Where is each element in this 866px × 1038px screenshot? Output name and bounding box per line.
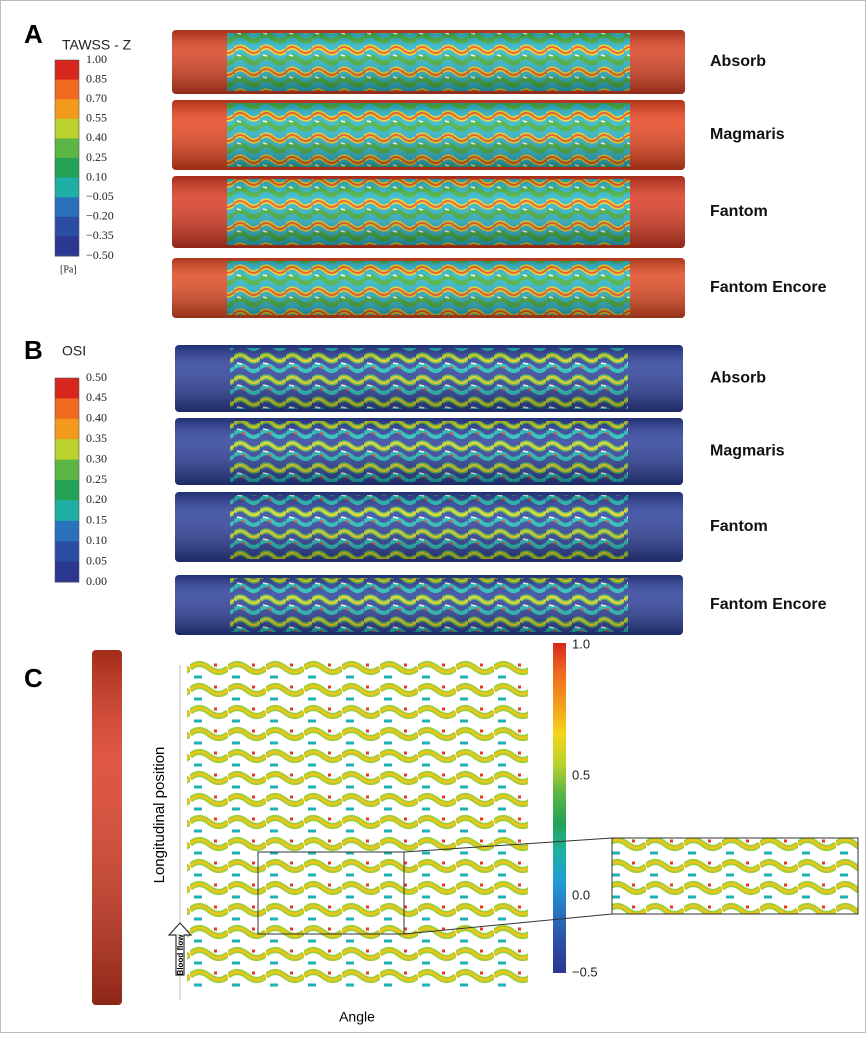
colorbar-tick-label: 0.25 [86, 150, 107, 164]
colorbar-tick-label: 0.70 [86, 91, 107, 105]
colorbar-tick-label: 0.10 [86, 533, 107, 547]
colorbar-tick-label: 0.25 [86, 472, 107, 486]
colorbar-band [55, 217, 79, 237]
colorbar-band [55, 378, 79, 399]
colorbar-tick-label: 0.15 [86, 513, 107, 527]
colorbar-band [55, 562, 79, 583]
stent-shade [92, 650, 122, 1005]
colorbar-title: TAWSS - Z [62, 37, 132, 53]
colorbar [553, 643, 566, 973]
stent-name: Fantom Encore [710, 279, 827, 296]
x-axis-label: Angle [339, 1009, 375, 1025]
colorbar-band [55, 236, 79, 256]
colorbar-tick-label: 0.05 [86, 553, 107, 567]
stent-shade [172, 258, 685, 318]
colorbar-tick-label: −0.5 [572, 964, 598, 979]
colorbar-tick-label: 0.20 [86, 492, 107, 506]
arrow-label: Blood flow [176, 934, 185, 976]
zoom-inset [612, 838, 858, 914]
colorbar-tick-label: 0.40 [86, 130, 107, 144]
panel-label: A [24, 19, 43, 49]
stent-name: Fantom [710, 203, 768, 220]
stent-shade [172, 100, 685, 170]
stent-name: Fantom [710, 518, 768, 535]
colorbar-band [55, 500, 79, 521]
colorbar-band [55, 60, 79, 80]
colorbar-unit: [Pa] [60, 264, 77, 275]
colorbar-tick-label: −0.20 [86, 209, 114, 223]
colorbar-tick-label: 0.10 [86, 169, 107, 183]
colorbar-tick-label: 0.0 [572, 887, 590, 902]
stent-shade [175, 492, 683, 562]
heatmap [187, 660, 528, 990]
colorbar-band [55, 419, 79, 440]
colorbar-tick-label: 1.00 [86, 52, 107, 66]
panel-label: B [24, 335, 43, 365]
colorbar-band [55, 541, 79, 562]
colorbar-tick-label: 0.5 [572, 767, 590, 782]
stent-name: Fantom Encore [710, 596, 827, 613]
colorbar-tick-label: −0.35 [86, 228, 114, 242]
colorbar-band [55, 178, 79, 198]
figure: A TAWSS - Z1.00 0.85 0.70 0.55 0.40 0.25 0.10 −0… [0, 0, 866, 1033]
stent-shade [172, 30, 685, 94]
stent-name: Absorb [710, 53, 766, 70]
colorbar-tick-label: 1.0 [572, 636, 590, 651]
colorbar-band [55, 521, 79, 542]
colorbar-band [55, 398, 79, 419]
stent-shade [175, 418, 683, 485]
stent-shade [175, 345, 683, 412]
colorbar-band [55, 119, 79, 139]
colorbar-tick-label: 0.85 [86, 71, 107, 85]
panel-label: C [24, 663, 43, 693]
colorbar-band [55, 439, 79, 460]
colorbar-tick-label: 0.50 [86, 370, 107, 384]
stent-shade [172, 176, 685, 248]
colorbar-title: OSI [62, 343, 86, 359]
colorbar-band [55, 480, 79, 501]
colorbar-tick-label: 0.35 [86, 431, 107, 445]
colorbar-band [55, 158, 79, 178]
stent-name: Absorb [710, 370, 766, 387]
colorbar-tick-label: −0.50 [86, 248, 114, 262]
colorbar-band [55, 99, 79, 119]
colorbar-tick-label: 0.00 [86, 574, 107, 588]
stent-shade [175, 575, 683, 635]
colorbar-band [55, 138, 79, 158]
stent-name: Magmaris [710, 443, 785, 460]
stent-name: Magmaris [710, 126, 785, 143]
colorbar-band [55, 80, 79, 100]
colorbar-tick-label: 0.40 [86, 411, 107, 425]
colorbar-tick-label: −0.05 [86, 189, 114, 203]
colorbar-tick-label: 0.55 [86, 111, 107, 125]
colorbar-tick-label: 0.45 [86, 390, 107, 404]
colorbar-band [55, 197, 79, 217]
colorbar-band [55, 460, 79, 481]
colorbar-tick-label: 0.30 [86, 451, 107, 465]
y-axis-label: Longitudinal position [151, 747, 168, 884]
